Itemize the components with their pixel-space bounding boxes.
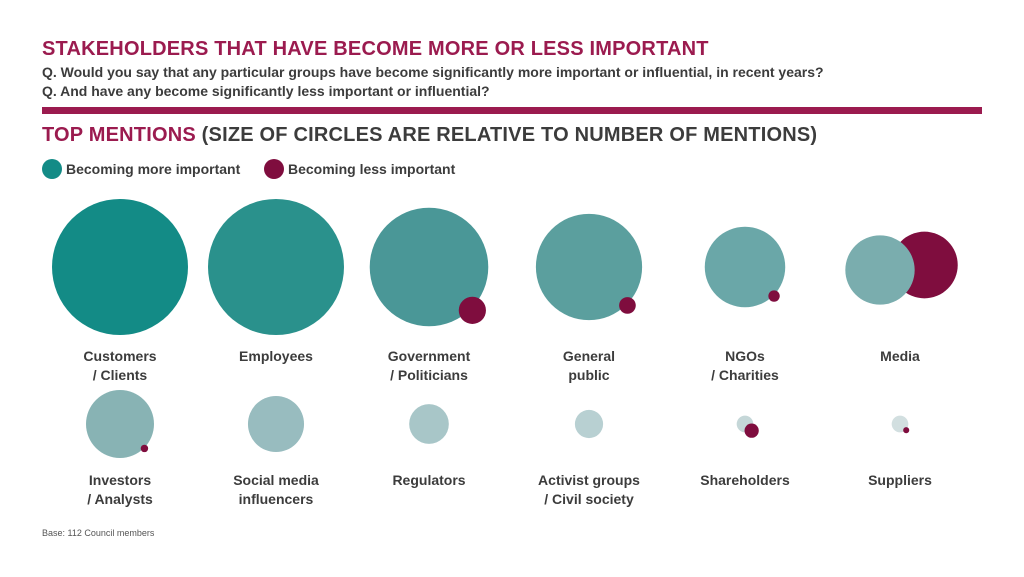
bubble-more-regulators [409,404,449,444]
legend-swatch-more [42,159,62,179]
category-label-government-politicians: Government / Politicians [388,348,471,383]
bubble-more-customers-clients [52,199,188,335]
page-title: STAKEHOLDERS THAT HAVE BECOME MORE OR LE… [42,38,709,60]
category-label-social-media-influencers: Social media influencers [233,472,319,507]
bubble-more-social-media-influencers [247,395,305,453]
category-label-shareholders: Shareholders [700,472,790,488]
bubble-more-ngos-charities [704,226,786,308]
legend-label-more: Becoming more important [66,161,241,177]
category-label-general-public: General public [563,348,615,383]
category-label-ngos-charities: NGOs / Charities [711,348,779,383]
bubble-less-general-public [619,297,636,314]
subtitle-part-2: (SIZE OF CIRCLES ARE RELATIVE TO NUMBER … [201,124,818,146]
subtitle-part-1: TOP MENTIONS [42,124,202,146]
legend-item-more: Becoming more important [42,159,240,179]
category-label-activist-groups-civil-society: Activist groups / Civil society [538,472,640,507]
question-1: Q. Would you say that any particular gro… [42,64,824,80]
bubble-less-ngos-charities [768,290,780,302]
chart-subtitle: TOP MENTIONS (SIZE OF CIRCLES ARE RELATI… [42,124,817,147]
bubble-less-investors-analysts [140,444,149,453]
bubble-less-suppliers [903,427,910,434]
base-note: Base: 112 Council members [42,528,155,538]
legend-swatch-less [264,159,284,179]
bubble-less-shareholders [744,423,759,438]
bubble-more-general-public [535,213,643,321]
bubble-more-investors-analysts [86,390,154,458]
bubble-more-media [845,235,915,305]
bubble-more-activist-groups-civil-society [574,409,604,439]
category-label-regulators: Regulators [392,472,465,488]
question-2: Q. And have any become significantly les… [42,83,490,99]
category-label-employees: Employees [239,348,313,364]
category-label-suppliers: Suppliers [868,472,932,488]
bubble-more-government-politicians [369,207,489,327]
category-label-customers-clients: Customers / Clients [83,348,156,383]
bubble-less-government-politicians [458,296,486,324]
header-divider [42,107,982,114]
legend-item-less: Becoming less important [264,159,455,179]
bubble-more-employees [208,199,344,335]
category-label-investors-analysts: Investors / Analysts [87,472,153,507]
category-label-media: Media [880,348,920,364]
legend-label-less: Becoming less important [288,161,456,177]
